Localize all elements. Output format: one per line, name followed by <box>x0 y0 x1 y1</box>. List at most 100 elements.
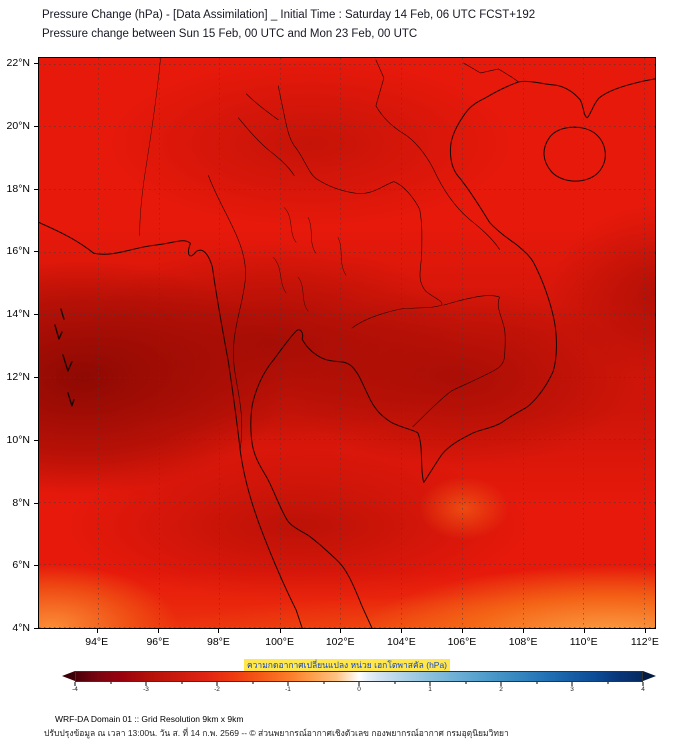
lon-axis-label: 96°E <box>146 636 170 648</box>
lat-gridline <box>39 189 655 191</box>
footer-line-1: WRF-DA Domain 01 :: Grid Resolution 9km … <box>55 714 244 724</box>
border-thailand-laos <box>277 85 443 306</box>
colorbar-tick-label: 3 <box>570 686 574 693</box>
lon-axis-label: 98°E <box>207 636 230 648</box>
colorbar-tick <box>500 682 502 686</box>
lat-axis-label: 6°N <box>12 558 30 571</box>
colorbar-tick-label: -3 <box>143 686 149 693</box>
lon-axis-label: 102°E <box>325 636 355 648</box>
lat-axis-label: 18°N <box>6 182 30 195</box>
lon-axis-label: 100°E <box>265 636 294 648</box>
plot-footer: WRF-DA Domain 01 :: Grid Resolution 9km … <box>44 712 509 740</box>
lon-gridline <box>218 58 220 628</box>
title-line-1: Pressure Change (hPa) - [Data Assimilati… <box>42 9 536 21</box>
colorbar-tick <box>394 682 395 684</box>
lon-axis-label: 112°E <box>630 636 659 648</box>
colorbar-tick <box>110 682 111 684</box>
lat-axis-label: 10°N <box>6 433 30 446</box>
lat-axis-label: 14°N <box>6 307 30 320</box>
lat-axis-label: 4°N <box>12 621 30 634</box>
lon-tick <box>583 629 585 633</box>
lon-gridline <box>522 58 524 628</box>
coastline-group <box>39 78 655 628</box>
colorbar-tick <box>287 682 289 686</box>
colorbar-ticks: -4 -3 -2 -1 0 1 2 3 4 <box>72 682 645 694</box>
lon-tick <box>279 629 281 633</box>
colorbar-tick-label: -4 <box>72 686 78 693</box>
lon-gridline <box>158 58 160 628</box>
colorbar-tick <box>642 682 644 686</box>
border-myanmar-thailand <box>208 175 246 449</box>
lat-gridline <box>39 439 655 441</box>
lat-axis-label: 12°N <box>6 370 30 383</box>
colorbar-tick <box>536 682 537 684</box>
border-laos-vietnam <box>375 59 500 250</box>
lat-gridline <box>39 126 655 128</box>
lon-tick <box>340 629 342 633</box>
lon-gridline <box>97 58 99 628</box>
irrawaddy-river <box>139 58 161 236</box>
lon-axis-label: 94°E <box>85 636 109 648</box>
colorbar-right-arrow-icon <box>643 671 656 681</box>
lon-axis-label: 108°E <box>508 636 538 648</box>
colorbar-tick-label: -1 <box>285 686 291 693</box>
lat-gridline <box>39 313 655 315</box>
colorbar-label: ความกดอากาศเปลี่ยนแปลง หน่วย เฮกโตพาสคัล… <box>243 659 451 671</box>
lon-tick <box>644 629 646 633</box>
colorbar-tick <box>216 682 218 686</box>
title-line-2: Pressure change between Sun 15 Feb, 00 U… <box>42 28 418 40</box>
colorbar-tick <box>607 682 608 684</box>
colorbar-tick <box>181 682 182 684</box>
colorbar-tick <box>429 682 431 686</box>
lon-gridline <box>340 58 342 628</box>
colorbar-tick <box>571 682 573 686</box>
lon-gridline <box>582 58 584 628</box>
colorbar-left-arrow-icon <box>62 671 75 681</box>
lat-gridline <box>39 626 655 628</box>
lat-gridline <box>39 502 655 504</box>
colorbar-tick <box>465 682 466 684</box>
lon-tick <box>401 629 403 633</box>
pressure-field <box>39 58 655 628</box>
lon-tick <box>96 629 98 633</box>
lat-axis-label: 16°N <box>6 245 30 258</box>
lat-axis-label: 8°N <box>12 496 30 509</box>
border-thailand-cambodia <box>351 304 442 329</box>
province-lines-thailand <box>272 207 347 312</box>
lat-gridline <box>39 251 655 253</box>
pressure-change-map <box>38 57 656 629</box>
colorbar-tick-label: 2 <box>499 686 503 693</box>
hainan-island <box>543 126 606 182</box>
lon-gridline <box>461 58 463 628</box>
lon-gridline <box>279 58 281 628</box>
province-line-group <box>139 58 347 312</box>
lon-tick <box>461 629 463 633</box>
colorbar-tick-label: 4 <box>641 686 645 693</box>
lat-axis-label: 22°N <box>6 56 30 69</box>
coastline-west <box>39 221 303 628</box>
colorbar-tick-label: 0 <box>357 686 361 693</box>
colorbar-label-row: ความกดอากาศเปลี่ยนแปลง หน่วย เฮกโตพาสคัล… <box>38 655 656 671</box>
colorbar-block: ความกดอากาศเปลี่ยนแปลง หน่วย เฮกโตพาสคัล… <box>38 655 656 694</box>
lon-tick <box>523 629 525 633</box>
lon-axis-label: 104°E <box>387 636 416 648</box>
lat-axis-label: 20°N <box>6 119 30 132</box>
lon-axis-label: 110°E <box>569 636 598 648</box>
andaman-islands <box>54 308 75 407</box>
map-borders <box>39 58 655 628</box>
colorbar-tick <box>323 682 324 684</box>
lon-gridline <box>643 58 645 628</box>
footer-line-2: ปรับปรุงข้อมูล ณ เวลา 13:00น. วัน ส. ที่… <box>44 728 509 738</box>
lat-gridline <box>39 63 655 65</box>
colorbar-tick-label: -2 <box>214 686 220 693</box>
colorbar-tick <box>252 682 253 684</box>
colorbar-tick <box>145 682 147 686</box>
lon-axis-label: 106°E <box>447 636 477 648</box>
map-area: 22°N 20°N 18°N 16°N 14°N 12°N 10°N 8°N 6°N 4°N 94… <box>7 57 659 648</box>
colorbar-tick-label: 1 <box>428 686 432 693</box>
country-border-group <box>208 59 519 449</box>
border-china-vietnam <box>463 62 519 83</box>
lon-tick <box>218 629 220 633</box>
plot-title: Pressure Change (hPa) - [Data Assimilati… <box>42 6 535 44</box>
map-gridlines <box>39 58 655 628</box>
